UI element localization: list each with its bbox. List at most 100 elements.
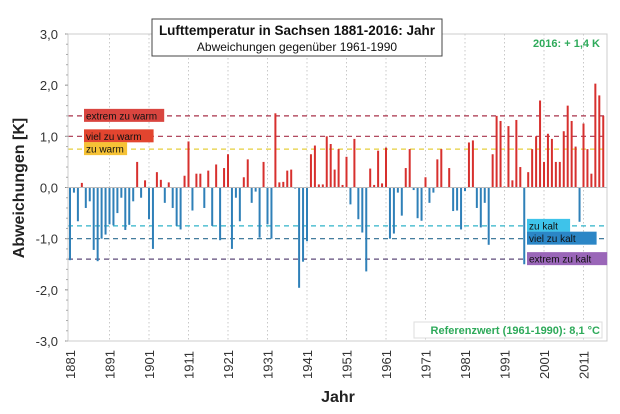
bar-1996 bbox=[523, 187, 526, 265]
y-axis-ticks: -3,0 -2,0 -1,0 0,0 1,0 2,0 3,0 bbox=[36, 27, 68, 349]
bar-1902 bbox=[151, 187, 154, 249]
bar-1980 bbox=[460, 187, 463, 230]
bar-2012 bbox=[586, 149, 589, 188]
bar-1929 bbox=[258, 187, 261, 238]
bar-1997 bbox=[527, 172, 530, 188]
x-tick-label: 1901 bbox=[142, 350, 157, 379]
bar-1896 bbox=[128, 187, 131, 225]
bar-1892 bbox=[112, 187, 115, 226]
y-tick-label: -3,0 bbox=[36, 334, 58, 349]
x-axis-ticks: 1881 1891 1901 1911 1921 1931 1941 1951 1961 1971… bbox=[63, 350, 592, 379]
bar-2004 bbox=[554, 161, 557, 188]
bars bbox=[69, 83, 605, 288]
bar-1995 bbox=[519, 167, 522, 188]
bar-1953 bbox=[353, 138, 356, 188]
reference-box bbox=[413, 321, 603, 339]
title-box bbox=[151, 18, 443, 57]
threshold-label-box bbox=[84, 129, 154, 143]
bar-1968 bbox=[412, 187, 415, 191]
bar-1990 bbox=[499, 120, 502, 188]
bar-1915 bbox=[203, 187, 206, 208]
bar-1991 bbox=[503, 186, 506, 188]
bar-1947 bbox=[329, 144, 332, 188]
bar-1919 bbox=[219, 187, 222, 241]
bar-1978 bbox=[452, 187, 455, 212]
bar-1948 bbox=[333, 169, 336, 188]
bar-1961 bbox=[385, 147, 387, 188]
bar-1905 bbox=[163, 187, 166, 203]
bar-1899 bbox=[140, 187, 143, 198]
bar-1931 bbox=[266, 187, 269, 225]
bar-1921 bbox=[227, 154, 229, 188]
bar-1898 bbox=[136, 161, 139, 188]
bar-1971 bbox=[424, 177, 427, 188]
bar-1987 bbox=[487, 187, 490, 245]
chart-subtitle: Abweichungen gegenüber 1961-1990 bbox=[197, 40, 397, 54]
x-tick-label: 1971 bbox=[419, 350, 434, 379]
bar-1890 bbox=[104, 187, 107, 235]
x-tick-label: 2001 bbox=[537, 350, 552, 379]
bar-2003 bbox=[550, 138, 553, 188]
bar-2014 bbox=[594, 83, 597, 188]
bar-1973 bbox=[432, 187, 435, 193]
bar-1893 bbox=[116, 187, 119, 214]
threshold-label-box bbox=[527, 231, 597, 245]
bar-1882 bbox=[72, 187, 75, 193]
y-tick-label: -1,0 bbox=[36, 232, 58, 247]
bar-1940 bbox=[302, 187, 305, 262]
bar-1925 bbox=[242, 177, 245, 188]
bar-1962 bbox=[388, 187, 391, 239]
x-tick-label: 1881 bbox=[63, 350, 78, 379]
bar-1910 bbox=[183, 175, 186, 188]
bar-1901 bbox=[148, 187, 150, 220]
bar-2002 bbox=[546, 133, 549, 188]
bar-1918 bbox=[215, 164, 218, 188]
bar-1942 bbox=[309, 154, 312, 188]
bar-1884 bbox=[80, 182, 83, 188]
y-tick-label: 3,0 bbox=[40, 27, 58, 42]
bar-1894 bbox=[120, 187, 123, 198]
bar-1908 bbox=[175, 187, 178, 226]
y-tick-label: 2,0 bbox=[40, 78, 58, 93]
bar-2000 bbox=[539, 100, 542, 188]
bar-1954 bbox=[357, 187, 360, 220]
bar-1951 bbox=[345, 156, 348, 188]
bar-2009 bbox=[574, 146, 577, 188]
bar-1944 bbox=[317, 184, 320, 188]
bar-1958 bbox=[373, 184, 376, 188]
bar-1904 bbox=[159, 179, 162, 188]
bar-1992 bbox=[507, 126, 510, 188]
bar-2005 bbox=[558, 161, 561, 188]
x-tick-label: 1981 bbox=[458, 350, 473, 379]
x-tick-label: 1931 bbox=[261, 350, 276, 379]
bar-1937 bbox=[290, 169, 293, 188]
bar-1903 bbox=[155, 172, 158, 188]
bar-1941 bbox=[306, 187, 308, 242]
threshold-labels: extrem zu warm viel zu warm zu warm zu kalt… bbox=[84, 108, 608, 266]
bar-1914 bbox=[199, 173, 202, 188]
bar-1998 bbox=[531, 149, 534, 188]
threshold-label-box bbox=[527, 218, 571, 232]
x-tick-label: 2011 bbox=[577, 351, 592, 379]
bar-1950 bbox=[341, 184, 344, 188]
bar-1909 bbox=[179, 187, 182, 230]
bar-2007 bbox=[566, 105, 569, 188]
bar-1922 bbox=[230, 187, 233, 249]
bar-2006 bbox=[562, 131, 565, 188]
chart-title: Lufttemperatur in Sachsen 1881-2016: Jah… bbox=[159, 23, 436, 38]
bar-1972 bbox=[428, 187, 431, 203]
bar-1994 bbox=[515, 119, 518, 188]
bar-1985 bbox=[479, 187, 482, 228]
x-tick-label: 1921 bbox=[221, 350, 236, 379]
x-tick-label: 1951 bbox=[340, 350, 355, 379]
threshold-label: viel zu kalt bbox=[529, 234, 576, 245]
bar-1912 bbox=[191, 187, 194, 211]
bar-1913 bbox=[195, 173, 198, 188]
bar-1977 bbox=[448, 168, 451, 188]
bar-1900 bbox=[144, 180, 147, 188]
bar-2015 bbox=[598, 95, 601, 188]
bar-2013 bbox=[590, 173, 593, 188]
bar-1917 bbox=[211, 187, 214, 226]
bar-1920 bbox=[223, 168, 226, 188]
